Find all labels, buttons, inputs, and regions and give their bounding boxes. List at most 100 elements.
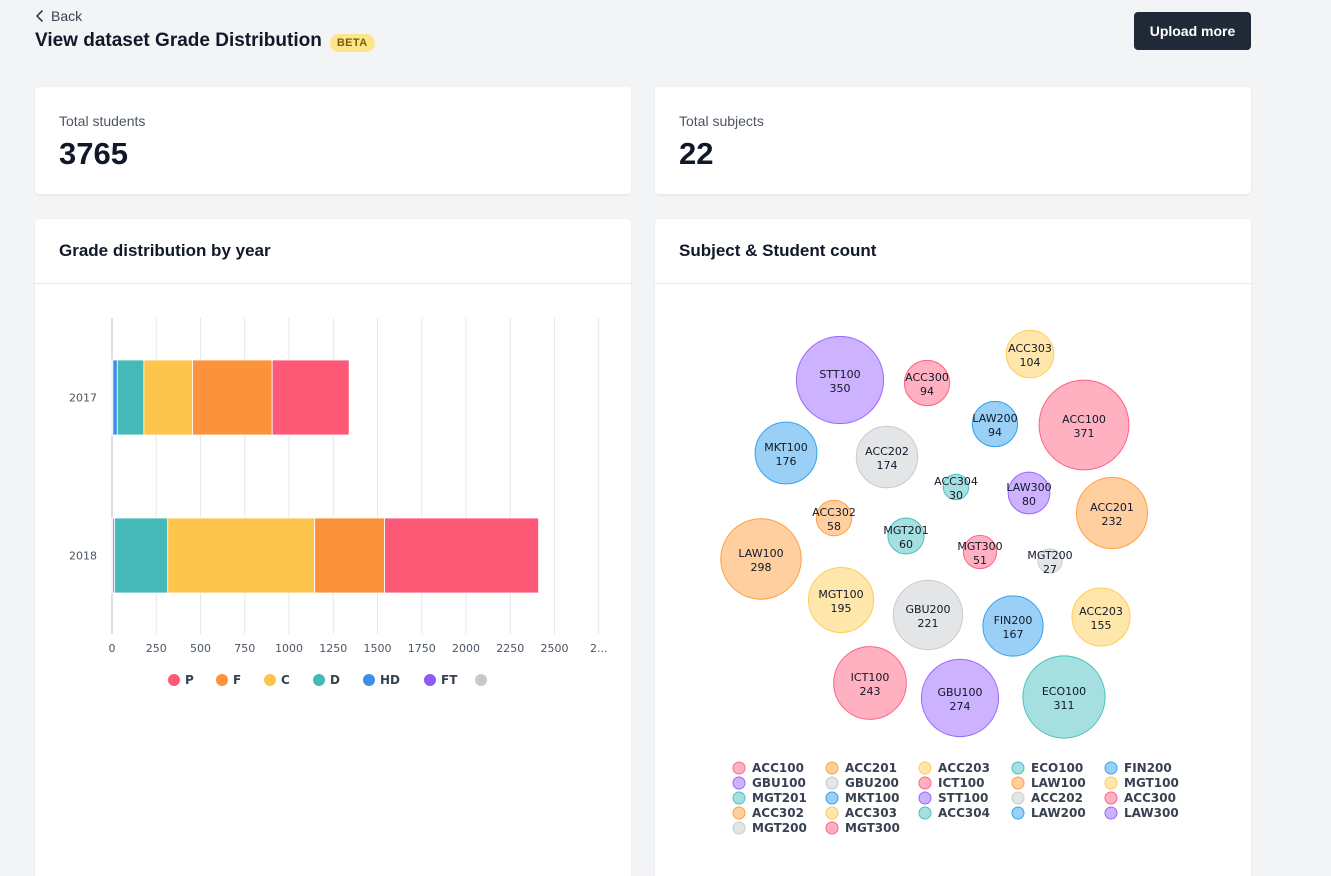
- bubble-gbu200: [892, 579, 964, 651]
- grade-distribution-title: Grade distribution by year: [35, 219, 631, 284]
- legend-label: ACC202: [1031, 791, 1083, 805]
- legend-swatch: [363, 674, 375, 686]
- bubble-value: 104: [1020, 356, 1041, 369]
- x-tick-label: 1000: [275, 642, 303, 655]
- legend-swatch: [216, 674, 228, 686]
- bubble-acc100: [1038, 379, 1130, 471]
- legend-swatch: [825, 761, 839, 775]
- bubble-value: 27: [1043, 563, 1057, 576]
- legend-swatch: [732, 791, 746, 805]
- legend-swatch: [1104, 761, 1118, 775]
- x-tick-label: 2500: [541, 642, 569, 655]
- bubble-value: 311: [1054, 699, 1075, 712]
- subject-count-title: Subject & Student count: [655, 219, 1251, 284]
- legend-label: ACC302: [752, 806, 804, 820]
- legend-swatch: [1011, 791, 1025, 805]
- upload-more-button[interactable]: Upload more: [1134, 12, 1251, 50]
- beta-badge: BETA: [329, 34, 375, 52]
- back-link[interactable]: Back: [35, 8, 82, 24]
- legend-swatch: [825, 821, 839, 835]
- bubble-mgt300: [962, 534, 998, 570]
- legend-label: GBU200: [845, 776, 899, 790]
- bubble-value: 243: [860, 685, 881, 698]
- bubble-label: LAW200: [972, 412, 1017, 425]
- subject-count-panel: Subject & Student count ACC100 371 ACC201 2…: [655, 219, 1251, 876]
- legend-swatch: [1104, 776, 1118, 790]
- legend-swatch: [264, 674, 276, 686]
- bar-segment-hd-2017: [112, 359, 118, 436]
- grade-distribution-panel: Grade distribution by year 0 250 500 750 100…: [35, 219, 631, 876]
- x-tick-label: 500: [190, 642, 211, 655]
- bubble-acc304: [942, 473, 970, 501]
- legend-swatch: [1011, 776, 1025, 790]
- legend-label: MGT201: [752, 791, 807, 805]
- bubble-label: ACC300: [905, 371, 949, 384]
- legend-label: ACC300: [1124, 791, 1176, 805]
- total-subjects-card: Total subjects 22: [655, 87, 1251, 194]
- x-tick-label: 2250: [496, 642, 524, 655]
- legend-label: LAW200: [1031, 806, 1086, 820]
- bubble-value: 174: [877, 459, 898, 472]
- bar-segment-p-2018: [384, 517, 539, 594]
- page-title: View dataset Grade Distribution: [35, 30, 322, 51]
- bubble-value: 298: [751, 561, 772, 574]
- bubble-fin200: [982, 595, 1044, 657]
- page-header: View dataset Grade Distribution BETA: [35, 30, 375, 52]
- bubble-acc202: [855, 425, 919, 489]
- bubble-label: ACC302: [812, 506, 856, 519]
- legend-label: ACC201: [845, 761, 897, 775]
- legend-label: MGT200: [752, 821, 807, 835]
- bubble-label: MKT100: [764, 441, 808, 454]
- legend-swatch: [475, 674, 487, 686]
- y-tick-label: 2017: [69, 392, 97, 405]
- total-subjects-label: Total subjects: [679, 113, 764, 129]
- grade-distribution-chart: 0 250 500 750 1000 1250 1500 1750 2000 2250 2500 2.…: [69, 318, 608, 687]
- bubble-mgt201: [887, 517, 925, 555]
- bubble-label: MGT300: [957, 540, 1002, 553]
- total-students-label: Total students: [59, 113, 146, 129]
- legend-swatch: [1104, 806, 1118, 820]
- total-subjects-value: 22: [679, 136, 714, 171]
- legend-swatch: [825, 806, 839, 820]
- legend-swatch: [732, 761, 746, 775]
- bubble-acc203: [1071, 587, 1131, 647]
- bubble-law100: [720, 518, 802, 600]
- bubble-label: ICT100: [851, 671, 890, 684]
- bubble-gbu100: [920, 658, 1000, 738]
- legend-swatch: [918, 806, 932, 820]
- legend-swatch: [825, 791, 839, 805]
- bubble-value: 274: [950, 700, 971, 713]
- bar-segment-c-2018: [167, 517, 316, 594]
- legend-swatch: [313, 674, 325, 686]
- bar-segment-c-2017: [143, 359, 193, 436]
- bubble-mgt100: [807, 566, 875, 634]
- bar-segment-p-2017: [271, 359, 350, 436]
- bubble-value: 58: [827, 520, 841, 533]
- y-tick-label: 2018: [69, 550, 97, 563]
- bubble-acc303: [1005, 329, 1055, 379]
- legend-label: GBU100: [752, 776, 806, 790]
- legend-label: ACC203: [938, 761, 990, 775]
- bubble-label: MGT201: [883, 524, 928, 537]
- legend-label: MKT100: [845, 791, 899, 805]
- legend-label: ACC303: [845, 806, 897, 820]
- legend-swatch: [1011, 806, 1025, 820]
- bubble-value: 155: [1091, 619, 1112, 632]
- x-tick-label: 2...: [590, 642, 608, 655]
- legend-swatch: [918, 776, 932, 790]
- legend-label: LAW100: [1031, 776, 1086, 790]
- bubble-label: MGT200: [1027, 549, 1072, 562]
- bar-segment-f-2018: [314, 517, 385, 594]
- legend-label: STT100: [938, 791, 988, 805]
- bubble-label: FIN200: [994, 614, 1033, 627]
- bubble-label: ACC304: [934, 475, 978, 488]
- bubble-value: 371: [1074, 427, 1095, 440]
- legend-swatch: [732, 776, 746, 790]
- bubble-acc201: [1076, 477, 1148, 549]
- legend-label: HD: [380, 673, 400, 687]
- bubble-eco100: [1022, 655, 1106, 739]
- bubble-acc300: [903, 359, 951, 407]
- chevron-left-icon: [36, 10, 43, 22]
- bubble-law200: [971, 400, 1019, 448]
- legend-label: ICT100: [938, 776, 985, 790]
